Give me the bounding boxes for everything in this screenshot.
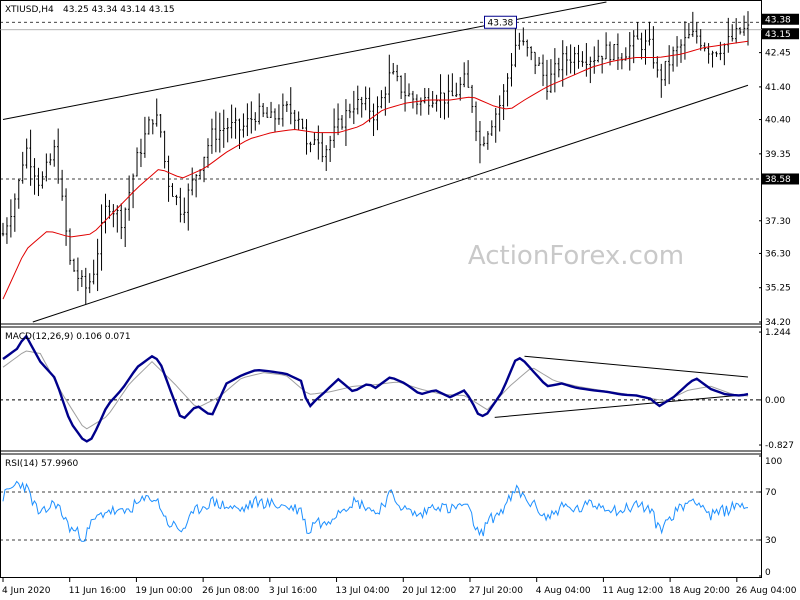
- time-tick-label: 19 Jun 00:00: [135, 586, 192, 596]
- time-tick-label: 4 Aug 04:00: [536, 586, 591, 596]
- rsi-title: RSI(14) 57.9960: [5, 459, 78, 469]
- rsi-tick-label: 30: [765, 536, 777, 546]
- rsi-tick-label: 100: [765, 457, 782, 467]
- price-tag-box: [762, 13, 799, 25]
- time-tick-label: 18 Aug 20:00: [669, 586, 730, 596]
- time-tick-label: 27 Jul 20:00: [469, 586, 523, 596]
- annotation-label: 43.38: [488, 19, 514, 29]
- price-tag-label: 43.15: [765, 30, 791, 40]
- rsi-axis-ticks: 100 70 30 0: [759, 455, 782, 578]
- price-tick-label: 37.30: [765, 217, 791, 227]
- time-axis: 4 Jun 2020 11 Jun 16:00 19 Jun 00:00 26 Jun…: [2, 578, 797, 596]
- price-tick-label: 40.40: [765, 116, 791, 126]
- rsi-tick-label: 0: [765, 568, 771, 578]
- price-tick-label: 34.20: [765, 318, 791, 328]
- price-axis-ticks: 42.45 41.40 40.40 39.35 37.30 36.30 35.25 34.20: [759, 49, 791, 328]
- macd-tick-label: -0.827: [765, 441, 794, 451]
- price-horizontal-lines: [0, 21, 762, 180]
- rsi-level-lines: [0, 491, 762, 541]
- price-candles: [1, 11, 750, 305]
- ohlc-values: 43.25 43.34 43.14 43.15: [63, 5, 175, 15]
- macd-title: MACD(12,26,9) 0.106 0.071: [5, 332, 131, 342]
- annotation-box: [484, 15, 517, 29]
- price-tick-label: 36.30: [765, 249, 791, 259]
- time-tick-label: 11 Jun 16:00: [69, 586, 126, 596]
- price-tag-box: [762, 28, 799, 40]
- moving-average-line: [2, 40, 749, 300]
- watermark: ActionForex.com: [468, 241, 684, 271]
- time-tick-label: 26 Aug 04:00: [736, 586, 797, 596]
- symbol-label: XTIUSD,H4: [5, 5, 54, 15]
- price-tag-box: [762, 173, 799, 185]
- price-trend-lines: [2, 1, 749, 323]
- time-tick-label: 26 Jun 08:00: [202, 586, 259, 596]
- macd-trend-lines: [494, 355, 749, 418]
- price-tick-label: 41.40: [765, 83, 791, 93]
- rsi-line: [2, 480, 749, 542]
- price-tag-label: 38.58: [765, 175, 791, 185]
- price-tag-label: 43.38: [765, 15, 791, 25]
- macd-trend-line: [494, 393, 749, 418]
- macd-panel: 1.244 0.00 -0.827: [0, 328, 794, 451]
- trend-line: [32, 84, 749, 323]
- macd-trend-line: [524, 355, 749, 378]
- macd-signal-line: [2, 350, 749, 430]
- macd-tick-label: 1.244: [765, 328, 791, 338]
- time-tick-label: 11 Aug 12:00: [602, 586, 663, 596]
- time-tick-label: 4 Jun 2020: [2, 586, 51, 596]
- price-tags: 43.38 43.15 38.58: [762, 13, 799, 185]
- rsi-tick-label: 70: [765, 488, 777, 498]
- price-panel: 42.45 41.40 40.40 39.35 37.30 36.30 35.25 34.20…: [0, 1, 799, 328]
- price-annotation: 43.38: [484, 15, 517, 29]
- macd-tick-label: 0.00: [765, 396, 785, 406]
- price-tick-label: 35.25: [765, 284, 791, 294]
- price-tick-label: 39.35: [765, 150, 791, 160]
- rsi-panel: 100 70 30 0: [0, 455, 782, 578]
- time-tick-label: 20 Jul 12:00: [402, 586, 456, 596]
- time-tick-label: 13 Jul 04:00: [336, 586, 390, 596]
- price-tick-label: 42.45: [765, 49, 791, 59]
- macd-line: [2, 334, 749, 443]
- chart-frame: [0, 0, 762, 578]
- time-tick-label: 3 Jul 16:00: [269, 586, 318, 596]
- macd-axis-ticks: 1.244 0.00 -0.827: [759, 328, 794, 451]
